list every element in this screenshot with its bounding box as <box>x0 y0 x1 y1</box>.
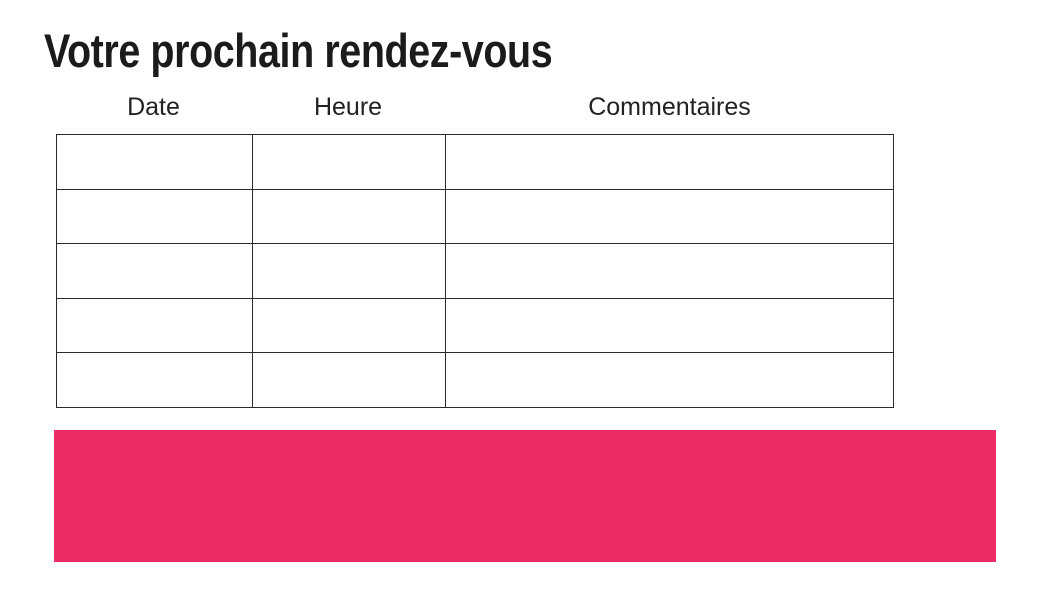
table-cell <box>57 190 252 244</box>
highlight-banner <box>54 430 996 562</box>
table-cell <box>445 135 893 189</box>
table-cell <box>57 244 252 298</box>
table-cell <box>445 298 893 353</box>
table-row <box>57 352 893 407</box>
page-title: Votre prochain rendez-vous <box>44 24 553 77</box>
table-cell <box>251 244 446 298</box>
table-cell <box>57 135 252 189</box>
table-cell <box>57 353 252 407</box>
table-cell <box>445 189 893 244</box>
table-header-row: Date Heure Commentaires <box>56 92 894 122</box>
table-cell <box>251 135 446 189</box>
table-cell <box>445 353 893 407</box>
column-header-date: Date <box>127 93 180 121</box>
table-cell <box>251 298 446 353</box>
table-cell <box>251 189 446 244</box>
appointments-table <box>56 134 894 408</box>
table-cell <box>251 353 446 407</box>
table-cell <box>57 299 252 353</box>
column-header-heure: Heure <box>313 93 383 121</box>
table-cell <box>445 244 893 298</box>
table-row <box>57 188 893 244</box>
table-row <box>57 243 893 298</box>
table-row <box>57 135 893 189</box>
column-header-commentaires: Commentaires <box>588 93 751 121</box>
table-row <box>57 297 893 353</box>
